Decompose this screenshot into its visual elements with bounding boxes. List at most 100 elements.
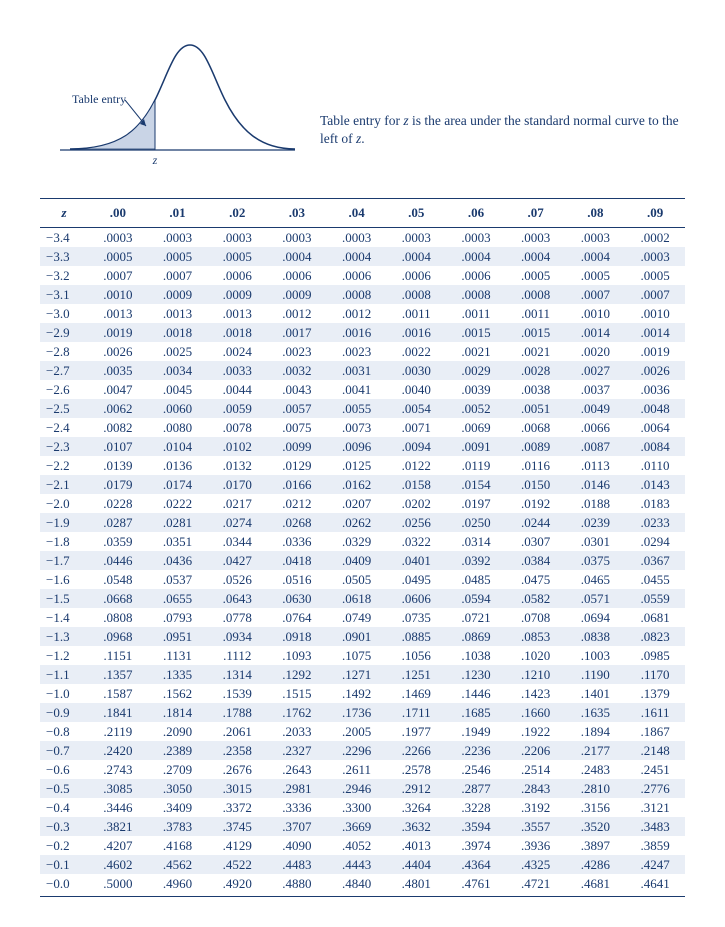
cell: .4960 bbox=[148, 874, 208, 896]
col-05: .05 bbox=[386, 199, 446, 228]
cell: .1446 bbox=[446, 684, 506, 703]
cell: .1867 bbox=[625, 722, 685, 741]
cell: .0143 bbox=[625, 475, 685, 494]
z-axis-label: z bbox=[152, 153, 158, 167]
cell: .0307 bbox=[506, 532, 566, 551]
table-row: −1.5.0668.0655.0643.0630.0618.0606.0594.… bbox=[40, 589, 685, 608]
col-06: .06 bbox=[446, 199, 506, 228]
z-value: −3.2 bbox=[40, 266, 88, 285]
cell: .0006 bbox=[327, 266, 387, 285]
cell: .0006 bbox=[267, 266, 327, 285]
table-row: −3.4.0003.0003.0003.0003.0003.0003.0003.… bbox=[40, 228, 685, 248]
cell: .2912 bbox=[386, 779, 446, 798]
cell: .1841 bbox=[88, 703, 148, 722]
cell: .4404 bbox=[386, 855, 446, 874]
cell: .0040 bbox=[386, 380, 446, 399]
cell: .0239 bbox=[566, 513, 626, 532]
cell: .0008 bbox=[506, 285, 566, 304]
cell: .0096 bbox=[327, 437, 387, 456]
cell: .2148 bbox=[625, 741, 685, 760]
cell: .3156 bbox=[566, 798, 626, 817]
cell: .0078 bbox=[207, 418, 267, 437]
cell: .4013 bbox=[386, 836, 446, 855]
cell: .0080 bbox=[148, 418, 208, 437]
cell: .5000 bbox=[88, 874, 148, 896]
cell: .4052 bbox=[327, 836, 387, 855]
cell: .2776 bbox=[625, 779, 685, 798]
table-row: −2.9.0019.0018.0018.0017.0016.0016.0015.… bbox=[40, 323, 685, 342]
cell: .0475 bbox=[506, 570, 566, 589]
cell: .1515 bbox=[267, 684, 327, 703]
cell: .0537 bbox=[148, 570, 208, 589]
cell: .0003 bbox=[327, 228, 387, 248]
cell: .0019 bbox=[625, 342, 685, 361]
table-row: −1.8.0359.0351.0344.0336.0329.0322.0314.… bbox=[40, 532, 685, 551]
z-value: −1.1 bbox=[40, 665, 88, 684]
z-value: −3.4 bbox=[40, 228, 88, 248]
cell: .0681 bbox=[625, 608, 685, 627]
cell: .1093 bbox=[267, 646, 327, 665]
cell: .4562 bbox=[148, 855, 208, 874]
cell: .0016 bbox=[386, 323, 446, 342]
cell: .0004 bbox=[386, 247, 446, 266]
cell: .0089 bbox=[506, 437, 566, 456]
cell: .0008 bbox=[327, 285, 387, 304]
cell: .0314 bbox=[446, 532, 506, 551]
cell: .0154 bbox=[446, 475, 506, 494]
z-value: −0.7 bbox=[40, 741, 88, 760]
cell: .0274 bbox=[207, 513, 267, 532]
z-value: −2.9 bbox=[40, 323, 88, 342]
table-row: −3.1.0010.0009.0009.0009.0008.0008.0008.… bbox=[40, 285, 685, 304]
cell: .2483 bbox=[566, 760, 626, 779]
cell: .3859 bbox=[625, 836, 685, 855]
cell: .3632 bbox=[386, 817, 446, 836]
cell: .3121 bbox=[625, 798, 685, 817]
cell: .0003 bbox=[625, 247, 685, 266]
cell: .2033 bbox=[267, 722, 327, 741]
cell: .1685 bbox=[446, 703, 506, 722]
cell: .0009 bbox=[267, 285, 327, 304]
cell: .0055 bbox=[327, 399, 387, 418]
cell: .0455 bbox=[625, 570, 685, 589]
table-row: −2.4.0082.0080.0078.0075.0073.0071.0069.… bbox=[40, 418, 685, 437]
cell: .0375 bbox=[566, 551, 626, 570]
cell: .1170 bbox=[625, 665, 685, 684]
table-row: −2.6.0047.0045.0044.0043.0041.0040.0039.… bbox=[40, 380, 685, 399]
cell: .3300 bbox=[327, 798, 387, 817]
cell: .3821 bbox=[88, 817, 148, 836]
cell: .0013 bbox=[88, 304, 148, 323]
cell: .1977 bbox=[386, 722, 446, 741]
cell: .2119 bbox=[88, 722, 148, 741]
cell: .3936 bbox=[506, 836, 566, 855]
z-value: −0.1 bbox=[40, 855, 88, 874]
cell: .0012 bbox=[327, 304, 387, 323]
cell: .0084 bbox=[625, 437, 685, 456]
cell: .0384 bbox=[506, 551, 566, 570]
cell: .4129 bbox=[207, 836, 267, 855]
cell: .4522 bbox=[207, 855, 267, 874]
cell: .0009 bbox=[207, 285, 267, 304]
cell: .3483 bbox=[625, 817, 685, 836]
figure-header: z Table entry Table entry for z is the a… bbox=[40, 30, 685, 180]
cell: .0192 bbox=[506, 494, 566, 513]
cell: .0030 bbox=[386, 361, 446, 380]
table-row: −0.2.4207.4168.4129.4090.4052.4013.3974.… bbox=[40, 836, 685, 855]
table-row: −2.3.0107.0104.0102.0099.0096.0094.0091.… bbox=[40, 437, 685, 456]
cell: .0052 bbox=[446, 399, 506, 418]
table-row: −3.3.0005.0005.0005.0004.0004.0004.0004.… bbox=[40, 247, 685, 266]
cell: .0495 bbox=[386, 570, 446, 589]
table-row: −0.9.1841.1814.1788.1762.1736.1711.1685.… bbox=[40, 703, 685, 722]
cell: .4483 bbox=[267, 855, 327, 874]
cell: .0262 bbox=[327, 513, 387, 532]
cell: .3372 bbox=[207, 798, 267, 817]
cell: .0418 bbox=[267, 551, 327, 570]
cell: .0017 bbox=[267, 323, 327, 342]
cell: .0006 bbox=[386, 266, 446, 285]
table-entry-label: Table entry bbox=[72, 92, 126, 107]
cell: .0217 bbox=[207, 494, 267, 513]
cell: .2236 bbox=[446, 741, 506, 760]
z-value: −1.2 bbox=[40, 646, 88, 665]
cell: .0256 bbox=[386, 513, 446, 532]
cell: .0287 bbox=[88, 513, 148, 532]
cell: .0094 bbox=[386, 437, 446, 456]
